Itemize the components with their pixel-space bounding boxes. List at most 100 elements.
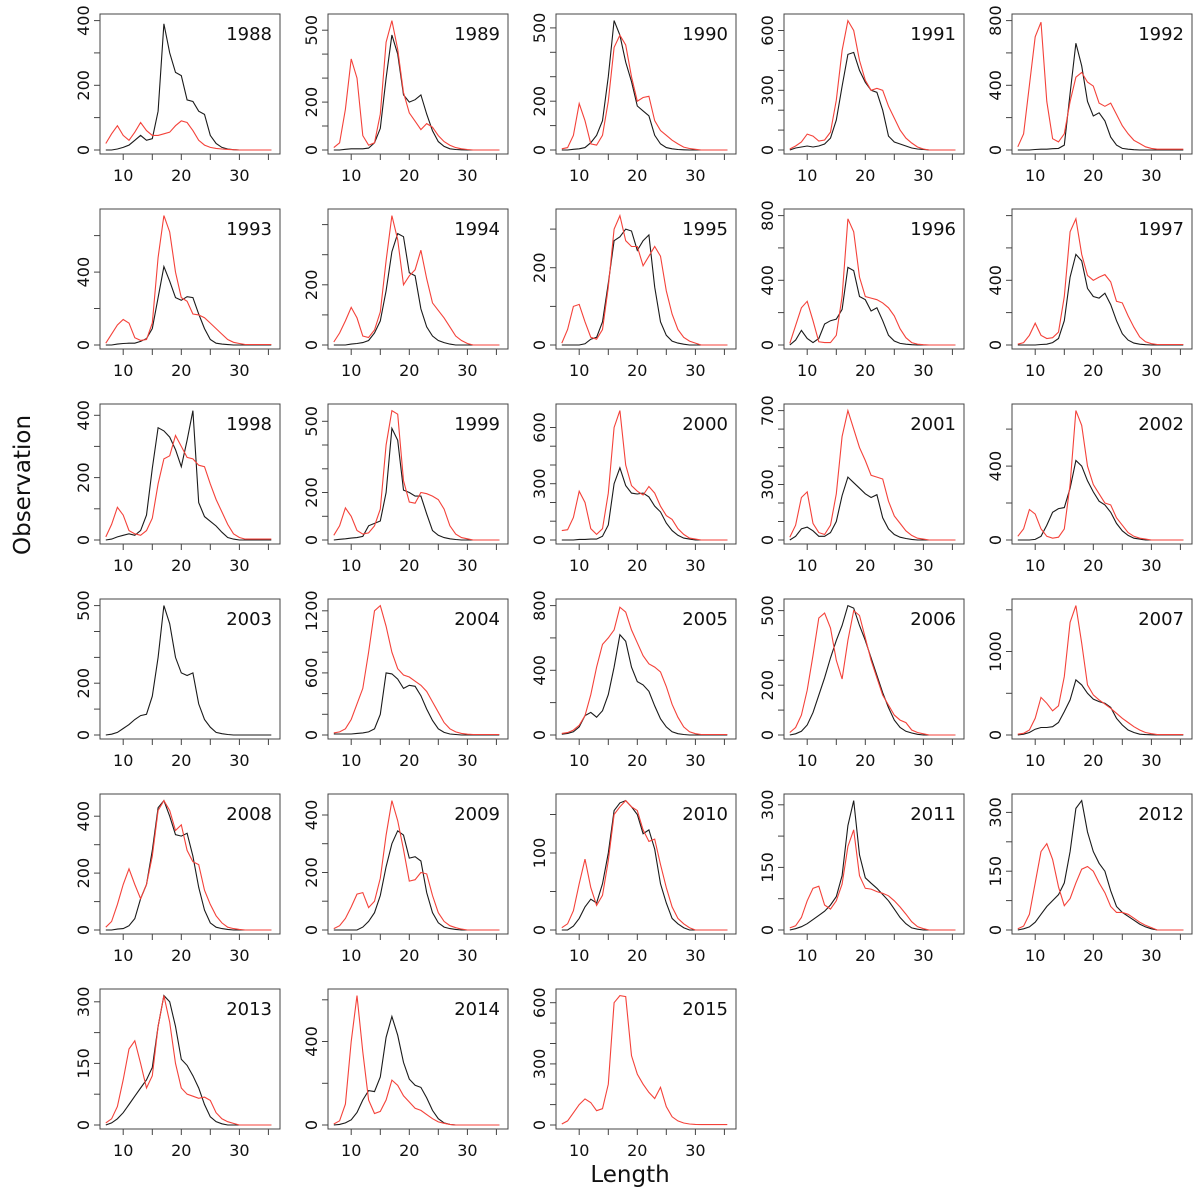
x-tick-label: 30 [685, 166, 705, 185]
y-tick-label: 200 [530, 86, 549, 117]
series-line-red [561, 799, 728, 931]
x-tick-label: 10 [797, 751, 817, 770]
series-line-red [561, 606, 728, 736]
y-tick-label: 0 [302, 1120, 321, 1130]
x-tick-label: 10 [569, 166, 589, 185]
y-tick-label: 0 [530, 145, 549, 155]
y-tick-label: 200 [302, 477, 321, 508]
year-label: 2013 [226, 999, 272, 1020]
plot-box [327, 208, 509, 350]
x-tick-label: 30 [913, 361, 933, 380]
y-tick-label: 200 [74, 668, 93, 699]
year-label: 1993 [226, 219, 272, 240]
series-line-red [789, 609, 956, 736]
x-tick-label: 30 [913, 946, 933, 965]
x-tick-label: 20 [399, 1141, 419, 1160]
panel-2014: 0 400 10 20 30 2014 [302, 988, 509, 1160]
panel-2010: 0 100 10 20 30 2010 [530, 793, 737, 965]
series-line-red [333, 995, 500, 1126]
series-line-black [561, 466, 728, 541]
y-tick-label: 400 [302, 800, 321, 831]
y-axis-title: Observation [10, 414, 36, 555]
y-tick-label: 400 [74, 801, 93, 832]
panel-1992: 0 400 800 10 20 30 1992 [986, 5, 1193, 185]
y-tick-label: 400 [74, 5, 93, 36]
year-label: 2006 [910, 609, 956, 630]
plot-box [1011, 13, 1193, 155]
y-tick-label: 300 [530, 468, 549, 499]
series-line-red [105, 434, 272, 540]
panel-2015: 0 300 600 10 20 30 2015 [530, 987, 737, 1160]
plot-box [99, 598, 281, 740]
x-tick-label: 20 [171, 1141, 191, 1160]
panel-2008: 0 200 400 10 20 30 2008 [74, 793, 281, 965]
x-tick-label: 10 [1025, 166, 1045, 185]
x-tick-label: 30 [229, 1141, 249, 1160]
year-label: 2011 [910, 804, 956, 825]
series-line-black [561, 20, 728, 151]
x-tick-label: 30 [229, 946, 249, 965]
series-line-black [789, 604, 956, 736]
y-tick-label: 200 [74, 70, 93, 101]
year-label: 1997 [1138, 219, 1184, 240]
y-tick-label: 0 [302, 145, 321, 155]
series-line-red [105, 995, 272, 1126]
x-tick-label: 30 [685, 751, 705, 770]
year-label: 1999 [454, 414, 500, 435]
y-tick-label: 300 [758, 75, 777, 106]
y-tick-label: 300 [986, 797, 1005, 828]
x-tick-label: 10 [341, 361, 361, 380]
x-tick-label: 20 [399, 166, 419, 185]
plot-box [1011, 403, 1193, 545]
panel-1997: 0 400 10 20 30 1997 [986, 208, 1193, 380]
y-tick-label: 0 [74, 730, 93, 740]
x-tick-label: 30 [1141, 166, 1161, 185]
x-tick-label: 10 [113, 361, 133, 380]
y-tick-label: 0 [302, 925, 321, 935]
series-line-red [561, 995, 728, 1126]
year-label: 1991 [910, 24, 956, 45]
y-tick-label: 0 [74, 1120, 93, 1130]
y-tick-label: 600 [302, 658, 321, 689]
y-tick-label: 700 [758, 395, 777, 426]
panel-1990: 0 200 500 10 20 30 1990 [530, 13, 737, 185]
year-label: 2015 [682, 999, 728, 1020]
panel-2012: 0 150 300 10 20 30 2012 [986, 793, 1193, 965]
series-line-black [561, 799, 728, 931]
y-tick-label: 500 [758, 595, 777, 626]
y-tick-label: 0 [74, 925, 93, 935]
x-tick-label: 10 [341, 166, 361, 185]
x-tick-label: 30 [1141, 556, 1161, 575]
y-tick-label: 400 [74, 257, 93, 288]
series-line-black [105, 264, 272, 346]
x-tick-label: 20 [627, 556, 647, 575]
series-line-red [333, 800, 500, 931]
y-tick-label: 600 [530, 987, 549, 1018]
x-tick-label: 20 [399, 361, 419, 380]
plot-box [555, 208, 737, 350]
panel-2002: 0 400 10 20 30 2002 [986, 403, 1193, 575]
x-tick-label: 20 [171, 946, 191, 965]
x-tick-label: 10 [113, 946, 133, 965]
series-line-black [1017, 43, 1184, 151]
year-label: 1998 [226, 414, 272, 435]
series-line-red [561, 213, 728, 346]
y-tick-label: 200 [74, 858, 93, 889]
x-tick-label: 10 [113, 751, 133, 770]
y-tick-label: 0 [986, 145, 1005, 155]
x-tick-label: 20 [855, 946, 875, 965]
year-label: 2003 [226, 609, 272, 630]
y-tick-label: 800 [986, 5, 1005, 36]
panel-1993: 0 400 10 20 30 1993 [74, 208, 281, 380]
y-tick-label: 400 [74, 400, 93, 431]
x-tick-label: 20 [627, 166, 647, 185]
x-tick-label: 20 [1083, 166, 1103, 185]
x-tick-label: 10 [113, 1141, 133, 1160]
series-line-red [561, 34, 728, 151]
y-tick-label: 300 [74, 987, 93, 1018]
series-line-red [1017, 605, 1184, 736]
plot-box [783, 208, 965, 350]
panel-1995: 0 200 10 20 30 1995 [530, 208, 737, 380]
y-tick-label: 200 [758, 670, 777, 701]
series-line-red [105, 215, 272, 346]
